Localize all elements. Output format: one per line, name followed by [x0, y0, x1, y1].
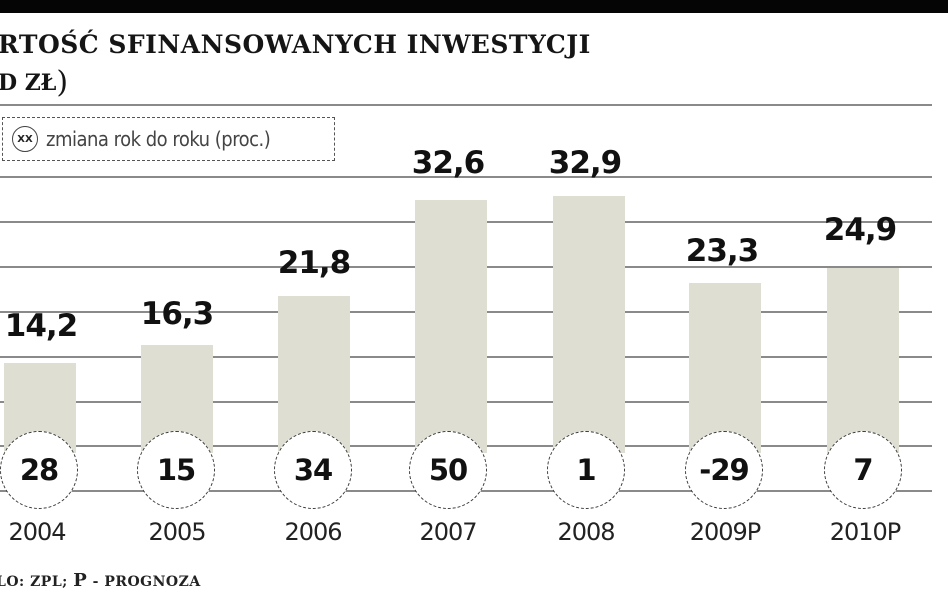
forecast-note: - PROGNOZA — [92, 574, 201, 590]
value-label-2010p: 24,9 — [823, 212, 898, 248]
bar-2010p — [827, 268, 899, 453]
yoy-circle-2008: 1 — [547, 431, 625, 509]
chart-subtitle: D ZŁ) — [0, 63, 69, 100]
year-label-2009p: 2009P — [689, 518, 762, 546]
value-label-2004: 14,2 — [4, 308, 79, 344]
yoy-circle-2006: 34 — [274, 431, 352, 509]
gridline — [0, 104, 932, 106]
yoy-circle-2007: 50 — [409, 431, 487, 509]
year-label-2005: 2005 — [148, 518, 206, 546]
top-black-bar — [0, 0, 948, 13]
year-label-2008: 2008 — [557, 518, 615, 546]
unit-paren: ) — [56, 65, 69, 100]
bar-2008 — [553, 196, 625, 453]
bar-2006 — [278, 296, 350, 453]
year-label-2004: 2004 — [8, 518, 66, 546]
source-prefix: LO: ZPL; — [0, 574, 68, 590]
unit-label: D ZŁ — [0, 70, 57, 96]
year-label-2006: 2006 — [284, 518, 342, 546]
legend-circle-icon: XX — [12, 126, 38, 152]
gridline — [0, 176, 932, 178]
year-label-2007: 2007 — [419, 518, 477, 546]
legend: XX zmiana rok do roku (proc.) — [2, 117, 335, 161]
value-label-2005: 16,3 — [140, 296, 215, 332]
value-label-2007: 32,6 — [411, 145, 486, 181]
chart-title: RTOŚĆ SFINANSOWANYCH INWESTYCJI — [0, 30, 591, 59]
value-label-2009p: 23,3 — [685, 233, 760, 269]
bar-2009p — [689, 283, 761, 453]
forecast-letter: P — [73, 570, 88, 591]
value-label-2006: 21,8 — [277, 245, 352, 281]
yoy-circle-2004: 28 — [0, 431, 78, 509]
legend-text: zmiana rok do roku (proc.) — [46, 127, 271, 151]
yoy-circle-2010p: 7 — [824, 431, 902, 509]
yoy-circle-2009p: -29 — [685, 431, 763, 509]
year-label-2010p: 2010P — [829, 518, 902, 546]
yoy-circle-2005: 15 — [137, 431, 215, 509]
bar-2007 — [415, 200, 487, 453]
source-note: LO: ZPL; P - PROGNOZA — [0, 570, 201, 591]
value-label-2008: 32,9 — [548, 145, 623, 181]
